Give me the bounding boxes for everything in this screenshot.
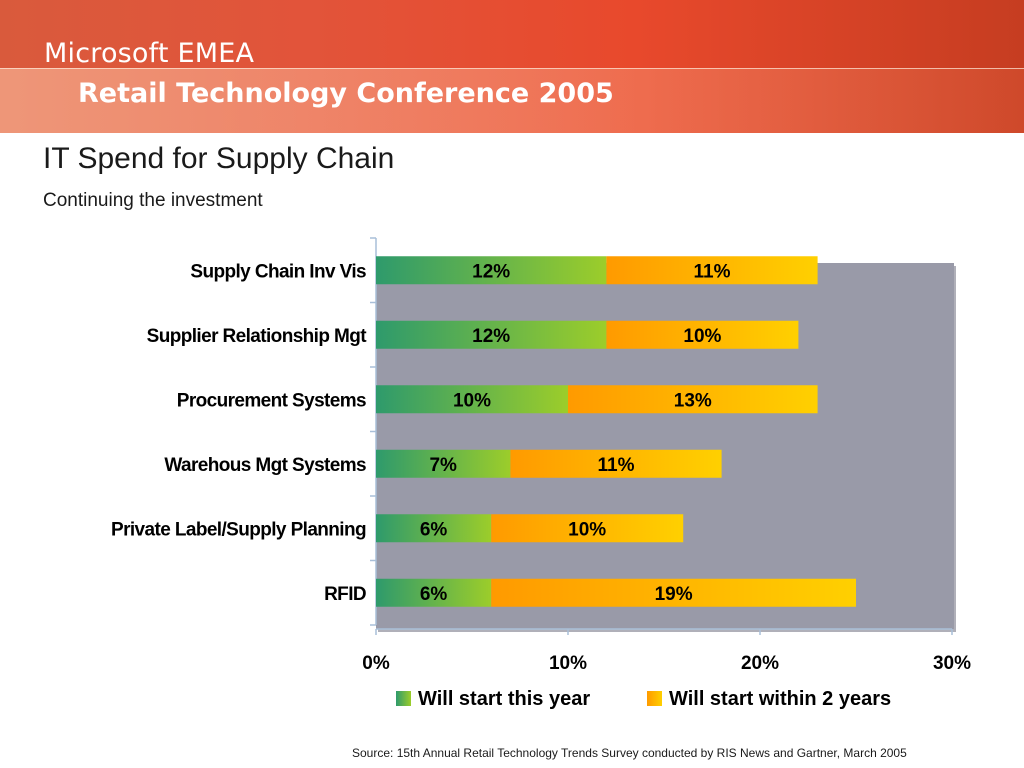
bar-segment: [376, 514, 492, 543]
data-label: 12%: [472, 326, 510, 347]
category-label: Supply Chain Inv Vis: [190, 261, 366, 282]
data-label: 10%: [453, 390, 491, 411]
bar-segment: [606, 256, 818, 285]
data-label: 11%: [598, 455, 635, 476]
plot-area: [376, 263, 954, 629]
bar-segment: [376, 449, 511, 478]
header-glow: [0, 68, 1024, 133]
source-note: Source: 15th Annual Retail Technology Tr…: [352, 746, 907, 760]
category-label: Private Label/Supply Planning: [111, 519, 366, 540]
data-label: 7%: [429, 455, 457, 476]
bar-segment: [568, 385, 818, 414]
data-label: 10%: [568, 519, 606, 540]
legend-label: Will start this year: [418, 688, 590, 710]
stacked-bar-chart: 0% 10% 20% 30% Supply Chain Inv Vis 12% 11% Su…: [111, 237, 971, 710]
data-label: 11%: [694, 261, 731, 282]
data-label: 6%: [420, 584, 448, 605]
category-label: Procurement Systems: [177, 390, 366, 411]
category-label: Warehous Mgt Systems: [164, 455, 366, 476]
data-label: 6%: [420, 519, 448, 540]
header-divider: [0, 68, 1024, 69]
bar-segment: [376, 256, 607, 285]
x-tick-label: 20%: [741, 653, 779, 674]
x-tick-label: 10%: [549, 653, 587, 674]
legend-swatch: [647, 691, 662, 706]
bar-segment: [376, 578, 492, 607]
slide-title: IT Spend for Supply Chain: [43, 142, 395, 175]
category-label: RFID: [324, 584, 366, 605]
x-tick-label: 30%: [933, 653, 971, 674]
bar-segment: [491, 578, 856, 607]
conference-title: Retail Technology Conference 2005: [78, 78, 614, 109]
bar-segment: [510, 449, 722, 478]
data-label: 19%: [655, 584, 693, 605]
legend-label: Will start within 2 years: [669, 688, 891, 710]
x-tick-label: 0%: [362, 653, 390, 674]
brand-title: Microsoft EMEA: [44, 38, 255, 69]
bar-segment: [376, 320, 607, 349]
bar-segment: [491, 514, 684, 543]
data-label: 13%: [674, 390, 712, 411]
bar-segment: [606, 320, 799, 349]
legend-swatch: [396, 691, 411, 706]
data-label: 10%: [683, 326, 721, 347]
slide-header: Microsoft EMEA Retail Technology Confere…: [0, 0, 1024, 133]
data-label: 12%: [472, 261, 510, 282]
category-label: Supplier Relationship Mgt: [147, 326, 368, 347]
slide-subtitle: Continuing the investment: [43, 190, 263, 211]
bar-segment: [376, 385, 568, 414]
